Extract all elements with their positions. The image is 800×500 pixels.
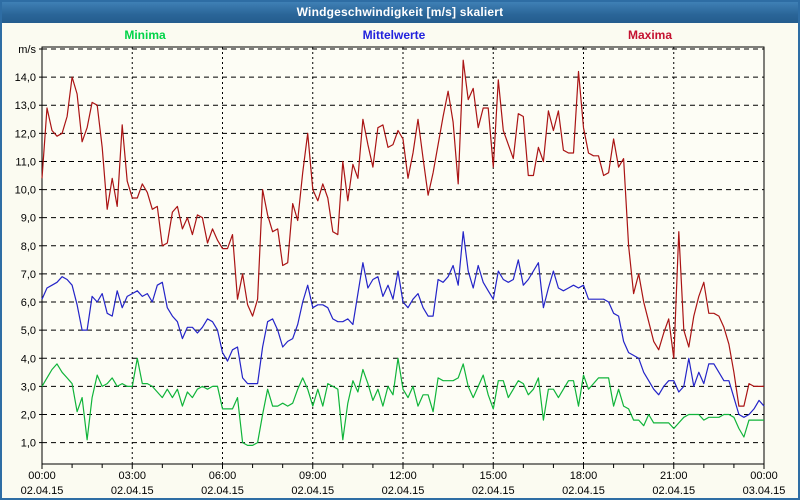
- x-tick-time: 12:00: [389, 470, 417, 482]
- y-tick-label: 9,0: [21, 213, 36, 225]
- y-axis-unit: m/s: [18, 44, 36, 56]
- y-tick-label: 5,0: [21, 325, 36, 337]
- y-tick-label: 4,0: [21, 353, 36, 365]
- y-tick-label: 13,0: [15, 100, 36, 112]
- series-line-maxima: [41, 59, 764, 407]
- y-tick-label: 7,0: [21, 269, 36, 281]
- x-tick-date: 02.04.15: [111, 485, 154, 497]
- x-tick-date: 02.04.15: [21, 485, 64, 497]
- legend-minima: Minima: [124, 28, 166, 42]
- y-tick-label: 3,0: [21, 381, 36, 393]
- x-tick-date: 02.04.15: [291, 485, 334, 497]
- x-tick-time: 15:00: [479, 470, 507, 482]
- chart-plot-area: [41, 46, 765, 465]
- y-tick-label: 10,0: [15, 185, 36, 197]
- y-tick-label: 6,0: [21, 297, 36, 309]
- series-line-minima: [41, 357, 764, 446]
- series-line-mittelwerte: [41, 231, 765, 418]
- window-title: Windgeschwindigkeit [m/s] skaliert: [296, 5, 504, 19]
- window-title-bar: Windgeschwindigkeit [m/s] skaliert: [2, 2, 798, 23]
- x-tick-date: 02.04.15: [652, 485, 695, 497]
- legend-row: Minima Mittelwerte Maxima: [2, 24, 798, 42]
- x-tick-time: 18:00: [570, 470, 598, 482]
- legend-maxima: Maxima: [627, 28, 673, 42]
- y-tick-label: 12,0: [15, 128, 36, 140]
- x-tick-date: 02.04.15: [562, 485, 605, 497]
- x-tick-date: 03.04.15: [743, 485, 786, 497]
- y-tick-label: 11,0: [15, 156, 36, 168]
- y-tick-label: 2,0: [21, 409, 36, 421]
- x-tick-date: 02.04.15: [472, 485, 515, 497]
- x-tick-time: 06:00: [209, 470, 237, 482]
- x-tick-time: 03:00: [118, 470, 146, 482]
- y-tick-label: 14,0: [15, 72, 36, 84]
- y-tick-label: 8,0: [21, 241, 36, 253]
- x-tick-time: 21:00: [660, 470, 688, 482]
- x-tick-date: 02.04.15: [382, 485, 425, 497]
- x-tick-date: 02.04.15: [201, 485, 244, 497]
- y-tick-label: 1,0: [21, 438, 36, 450]
- x-tick-time: 00:00: [28, 470, 56, 482]
- legend-mittelwerte: Mittelwerte: [362, 28, 426, 42]
- x-tick-time: 00:00: [750, 470, 778, 482]
- x-tick-time: 09:00: [299, 470, 327, 482]
